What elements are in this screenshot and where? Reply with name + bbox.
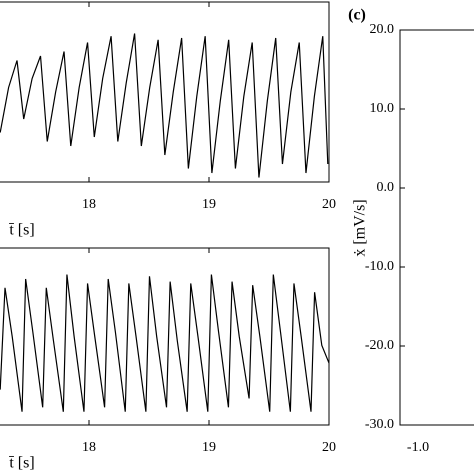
x-axis-label: t̄ [s] [8, 455, 34, 472]
y-tick-label: 10.0 [370, 101, 395, 116]
x-tick-label: 18 [82, 197, 96, 212]
x-tick-label: 19 [202, 440, 216, 455]
x-tick-label: 18 [82, 440, 96, 455]
signal-line [0, 274, 329, 412]
y-tick-label: -30.0 [365, 417, 394, 432]
y-tick-label: -20.0 [365, 338, 394, 353]
signal-line [0, 33, 329, 178]
x-tick-label: 19 [202, 197, 216, 212]
plot-frame [0, 247, 330, 426]
y-tick-label: 0.0 [377, 180, 395, 195]
y-tick-label: 20.0 [370, 22, 395, 37]
y-tick-label: -10.0 [365, 259, 394, 274]
x-tick-label: 20 [322, 197, 336, 212]
plot-frame [399, 29, 474, 426]
x-tick-label: 20 [322, 440, 336, 455]
plot-frame [0, 1, 330, 183]
panel-label: (c) [348, 7, 366, 24]
x-tick-label: -1.0 [407, 440, 429, 455]
y-axis-label: ẋ [mV/s] [352, 199, 369, 256]
x-axis-label: t̄ [s] [8, 222, 34, 239]
